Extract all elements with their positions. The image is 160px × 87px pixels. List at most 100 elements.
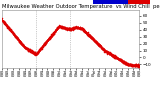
Point: [136, 66, 138, 67]
Point: [104, 50, 107, 51]
Point: [82, 33, 85, 34]
Point: [66, 30, 69, 31]
Point: [75, 28, 78, 30]
Point: [30, 54, 33, 55]
Point: [36, 55, 39, 56]
Point: [94, 41, 97, 42]
Point: [109, 53, 112, 54]
Point: [65, 31, 67, 32]
Point: [93, 42, 96, 43]
Point: [28, 51, 30, 53]
Point: [101, 48, 104, 50]
Point: [63, 27, 65, 29]
Point: [57, 28, 60, 29]
Point: [68, 31, 70, 32]
Point: [29, 53, 32, 55]
Point: [94, 40, 96, 41]
Point: [120, 62, 122, 63]
Point: [21, 44, 24, 45]
Point: [2, 25, 5, 26]
Point: [134, 68, 136, 69]
Point: [4, 27, 6, 29]
Point: [84, 34, 87, 35]
Point: [75, 28, 77, 30]
Point: [30, 51, 32, 52]
Point: [74, 29, 76, 30]
Point: [101, 49, 103, 51]
Point: [17, 40, 20, 41]
Point: [87, 34, 89, 35]
Point: [82, 31, 84, 32]
Point: [84, 33, 87, 34]
Point: [132, 65, 135, 66]
Point: [1, 20, 3, 21]
Point: [1, 19, 3, 21]
Point: [67, 29, 70, 30]
Point: [136, 66, 138, 68]
Point: [44, 45, 47, 46]
Point: [18, 40, 21, 41]
Point: [64, 27, 67, 29]
Point: [43, 43, 46, 44]
Point: [51, 37, 53, 38]
Point: [63, 30, 66, 31]
Point: [39, 49, 42, 50]
Point: [79, 30, 82, 31]
Point: [36, 51, 39, 52]
Point: [7, 27, 9, 28]
Point: [85, 33, 88, 35]
Point: [54, 30, 57, 32]
Point: [23, 47, 25, 48]
Point: [82, 29, 84, 30]
Point: [120, 63, 123, 65]
Point: [89, 36, 92, 38]
Point: [41, 48, 43, 49]
Point: [27, 51, 29, 52]
Point: [137, 65, 139, 66]
Point: [16, 38, 19, 39]
Point: [54, 30, 56, 31]
Point: [38, 53, 40, 54]
Point: [87, 36, 89, 38]
Point: [122, 63, 125, 64]
Point: [54, 30, 56, 32]
Point: [94, 43, 97, 44]
Point: [105, 50, 108, 51]
Point: [112, 56, 114, 58]
Point: [34, 52, 36, 53]
Point: [117, 58, 120, 59]
Point: [17, 39, 19, 40]
Point: [88, 35, 90, 37]
Point: [72, 29, 74, 30]
Point: [28, 53, 31, 54]
Point: [53, 31, 56, 33]
Point: [67, 31, 70, 32]
Point: [115, 56, 117, 57]
Point: [85, 34, 88, 35]
Point: [53, 34, 56, 36]
Point: [82, 29, 84, 30]
Point: [40, 47, 43, 48]
Point: [111, 58, 114, 59]
Point: [135, 64, 138, 66]
Point: [11, 33, 14, 35]
Point: [31, 55, 34, 56]
Point: [128, 64, 131, 66]
Point: [74, 27, 77, 28]
Point: [110, 54, 112, 55]
Point: [85, 33, 88, 34]
Point: [44, 45, 46, 46]
Point: [129, 67, 132, 68]
Point: [81, 29, 84, 31]
Point: [45, 45, 47, 47]
Point: [63, 27, 66, 29]
Point: [51, 35, 54, 37]
Point: [88, 38, 90, 39]
Point: [33, 56, 36, 57]
Point: [108, 53, 111, 54]
Point: [14, 36, 17, 37]
Point: [11, 31, 14, 32]
Point: [123, 61, 125, 63]
Point: [25, 51, 27, 52]
Point: [108, 55, 111, 56]
